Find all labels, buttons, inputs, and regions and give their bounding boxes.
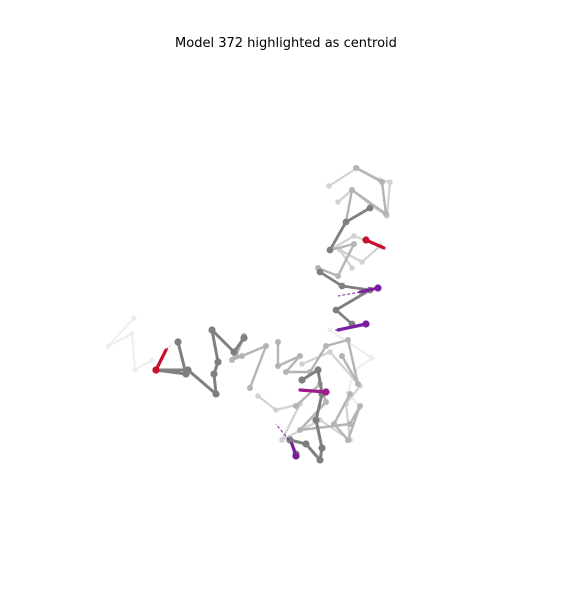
trace-mid-center-atom [275,363,281,369]
trace-light-top-atom [326,183,332,189]
trace-light-mid-atom [351,233,357,239]
trace-mid-center-atom [283,369,289,375]
highlight-purple-2-atom [362,320,370,328]
trace-dark-helix-atom [338,282,346,290]
trace-light-bottom-atom [273,407,279,413]
trace-faint-left [107,317,153,371]
highlight-purple-1-atom [374,284,382,292]
trace-mid-left-atom [229,357,235,363]
trace-dark-lower-atom [314,366,322,374]
backbone-traces [105,165,393,464]
trace-dark-left-atom [184,366,192,374]
trace-mid-top-atom [349,187,355,193]
trace-dark-top-atom [342,218,350,226]
trace-mid-top-atom [351,241,357,247]
figure-title: Model 372 highlighted as centroid [175,36,397,51]
highlight-purple-3-atom [292,452,300,460]
trace-dark-lower-atom [316,456,324,464]
highlight-magenta-atom [322,388,330,396]
trace-light-bottom [256,350,362,442]
highlighted-residues [152,236,386,460]
trace-light-bottom-atom [255,393,261,399]
trace-faint-right-atom [327,327,333,333]
trace-mid-left-atom [263,343,269,349]
trace-mid-top-atom [383,211,389,217]
trace-dark-left [154,328,246,396]
highlight-red-top-atom [362,236,370,244]
trace-dark-left-atom [208,326,216,334]
trace-faint-left-atom [105,343,111,349]
trace-faint-left-atom [132,367,138,373]
highlight-red-left [154,348,168,372]
trace-dark-lower-atom [312,416,320,424]
trace-mid-center-atom [355,381,361,387]
trace-mid-lower-atom [347,391,353,397]
trace-dark-lower-atom [302,440,310,448]
trace-faint-left-atom [149,357,155,363]
trace-light-top-atom [335,199,341,205]
trace-dark-lower-atom [318,444,326,452]
trace-mid-lower-atom [293,403,299,409]
trace-mid-lower-atom [345,437,351,443]
trace-light-bottom-atom [279,437,285,443]
trace-mid-left [230,334,268,390]
trace-dark-left-atom [240,334,248,342]
highlight-dashed-3 [275,423,293,445]
trace-light-top-atom [387,179,393,185]
trace-dark-left-atom [214,358,222,366]
trace-mid-lower-atom [347,421,353,427]
trace-dark-left-atom [212,390,220,398]
trace-mid-top-atom [335,273,341,279]
highlight-red-left-atom [152,366,160,374]
trace-mid-center-atom [323,343,329,349]
trace-light-bottom-atom [299,361,305,367]
trace-dark-helix-atom [316,268,324,276]
trace-light-top [327,166,392,218]
trace-light-mid-atom [359,259,365,265]
highlight-purple-2 [336,322,368,332]
trace-mid-center-atom [345,337,351,343]
trace-faint-right-atom [369,355,375,361]
trace-mid-lower-atom [331,421,337,427]
trace-dark-top [328,206,372,252]
trace-light-bottom-atom [327,349,333,355]
trace-mid-top-atom [353,165,359,171]
trace-dark-left-atom [210,370,218,378]
trace-mid-left-atom [247,385,253,391]
trace-light-mid [328,234,382,270]
trace-dark-top-atom [366,204,374,212]
trace-mid-lower-atom [357,403,363,409]
trace-mid-center-atom [275,339,281,345]
trace-dark-top-atom [326,246,334,254]
trace-dark-lower-atom [286,436,294,444]
trace-mid-lower-atom [297,427,303,433]
trace-dark-left-atom [230,348,238,356]
trace-dark-left-atom [174,338,182,346]
trace-faint-left-atom [131,315,137,321]
highlight-dashed-1 [337,291,361,297]
trace-dark-helix [318,270,372,326]
trace-faint-left-atom [129,331,135,337]
trace-mid-center-atom [339,353,345,359]
trace-dark-helix-atom [332,306,340,314]
trace-mid-lower-atom [323,399,329,405]
trace-mid-top-atom [379,179,385,185]
trace-light-mid-atom [349,265,355,271]
highlight-magenta [298,388,328,394]
trace-mid-left-atom [239,353,245,359]
trace-dark-lower-atom [298,376,306,384]
trace-mid-center-atom [297,353,303,359]
highlight-dashed-4 [165,345,171,351]
